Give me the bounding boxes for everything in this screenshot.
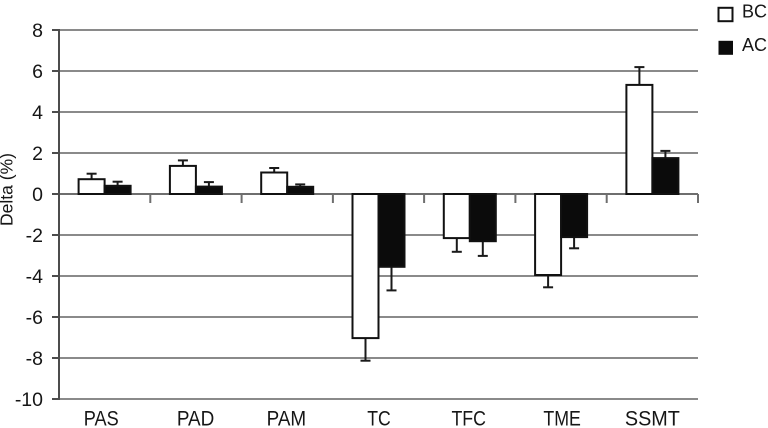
- svg-text:-10: -10: [15, 389, 43, 411]
- svg-text:4: 4: [32, 102, 43, 124]
- svg-text:Delta (%): Delta (%): [0, 153, 17, 226]
- svg-text:AC: AC: [742, 35, 767, 55]
- svg-text:6: 6: [32, 61, 43, 83]
- svg-text:TME: TME: [543, 407, 581, 428]
- svg-text:-8: -8: [26, 348, 43, 370]
- svg-text:0: 0: [32, 184, 43, 206]
- svg-text:-4: -4: [26, 266, 43, 288]
- svg-text:PAD: PAD: [177, 407, 215, 428]
- svg-text:-2: -2: [26, 225, 43, 247]
- svg-text:SSMT: SSMT: [625, 407, 680, 428]
- svg-text:TFC: TFC: [451, 407, 486, 428]
- svg-text:TC: TC: [367, 407, 391, 428]
- svg-text:8: 8: [32, 20, 43, 42]
- svg-text:BC: BC: [742, 2, 767, 22]
- svg-text:-6: -6: [26, 307, 43, 329]
- svg-text:2: 2: [32, 143, 43, 165]
- svg-text:PAM: PAM: [267, 407, 307, 428]
- svg-text:PAS: PAS: [84, 407, 119, 428]
